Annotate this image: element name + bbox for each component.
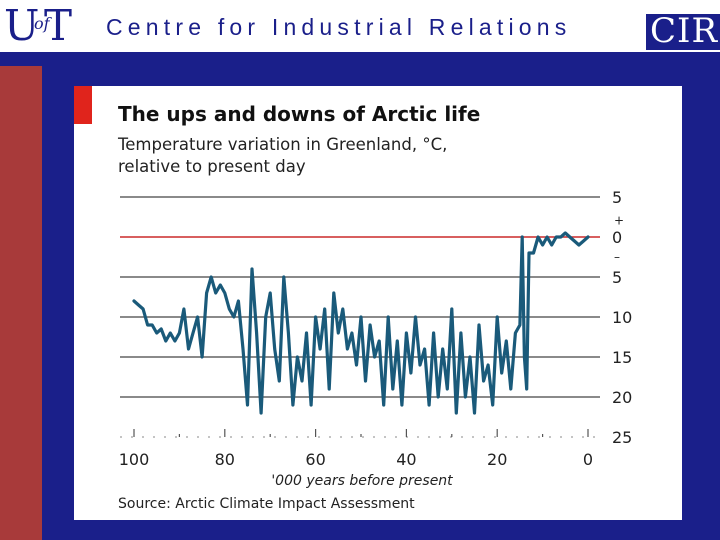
logo-of: of [34, 14, 50, 33]
site-title: Centre for Industrial Relations [106, 14, 572, 40]
x-tick-label: 40 [396, 450, 416, 469]
x-tick-label: 0 [583, 450, 593, 469]
cir-logo-text: CIR [650, 11, 719, 51]
chart-source: Source: Arctic Climate Impact Assessment [118, 496, 415, 512]
x-axis-labels: 100 80 60 40 20 0 [119, 450, 593, 469]
y-tick-label: 25 [612, 428, 632, 447]
x-tick-label: 60 [305, 450, 325, 469]
x-tick-label: 80 [215, 450, 235, 469]
logo-letter-u: U [4, 1, 40, 50]
y-sign-minus: – [614, 250, 620, 264]
series-line [132, 231, 590, 415]
y-tick-label: 5 [612, 268, 622, 287]
x-axis-ticks [120, 429, 600, 438]
university-logo: U of T [4, 2, 80, 50]
y-tick-label: 0 [612, 228, 622, 247]
chart-subtitle: Temperature variation in Greenland, °C, … [118, 134, 447, 178]
x-tick-label: 20 [487, 450, 507, 469]
chart-card [74, 86, 682, 520]
y-tick-label: 20 [612, 388, 632, 407]
x-axis-title: '000 years before present [271, 473, 453, 489]
chart-subtitle-line-2: relative to present day [118, 157, 306, 176]
x-tick-label: 100 [119, 450, 150, 469]
chart-title: The ups and downs of Arctic life [118, 102, 481, 126]
y-tick-label: 10 [612, 308, 632, 327]
chart-subtitle-line-1: Temperature variation in Greenland, °C, [118, 135, 448, 154]
left-brand-bar [0, 0, 42, 540]
series-group [132, 231, 590, 415]
y-axis-labels: 5 0 5 10 15 20 25 + – [612, 188, 632, 447]
chart-accent-tab [74, 86, 92, 124]
logo-letter-t: T [44, 1, 73, 50]
header-divider [0, 52, 720, 66]
site-header [0, 0, 720, 52]
y-sign-plus: + [614, 213, 624, 227]
y-tick-label: 5 [612, 188, 622, 207]
cir-logo: CIR [646, 11, 720, 51]
y-tick-label: 15 [612, 348, 632, 367]
